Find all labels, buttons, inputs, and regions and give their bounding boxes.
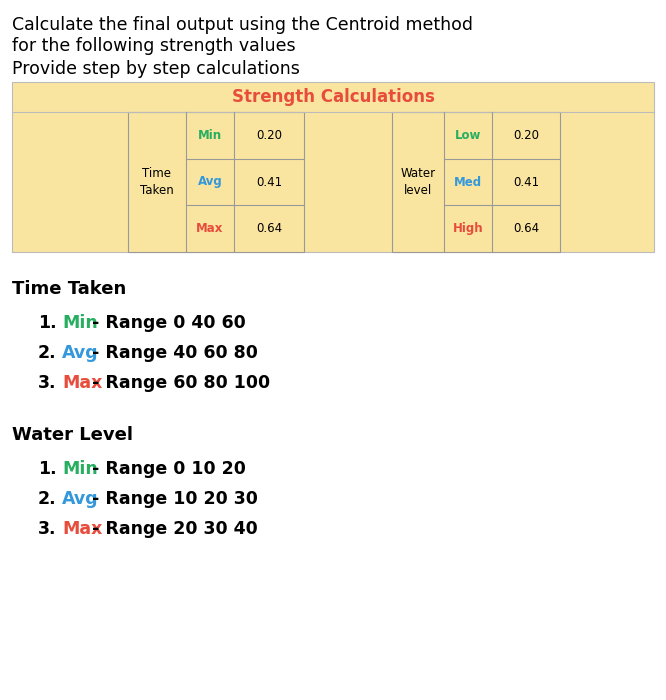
Text: Avg: Avg [62,344,99,362]
Text: 2.: 2. [38,490,57,508]
Text: High: High [453,222,484,235]
Text: Strength Calculations: Strength Calculations [232,88,434,106]
Text: Max: Max [62,520,103,538]
Text: - Range 20 30 40: - Range 20 30 40 [86,520,258,538]
Text: Max: Max [62,374,103,392]
Text: Water Level: Water Level [12,426,133,444]
Text: - Range 0 10 20: - Range 0 10 20 [86,460,246,478]
Text: 0.64: 0.64 [513,222,539,235]
Text: Min: Min [62,460,98,478]
Text: Avg: Avg [198,176,222,188]
Bar [128,112,304,252]
Text: Min: Min [198,129,222,142]
Text: Low: Low [455,129,482,142]
Text: - Range 0 40 60: - Range 0 40 60 [86,314,246,332]
Bar [392,112,560,252]
Text: - Range 40 60 80: - Range 40 60 80 [86,344,258,362]
Bar [12,82,654,252]
Text: 0.20: 0.20 [513,129,539,142]
Text: Time Taken: Time Taken [12,280,127,298]
Text: 0.41: 0.41 [256,176,282,188]
Text: 0.41: 0.41 [513,176,539,188]
Text: 1.: 1. [38,314,57,332]
Text: Min: Min [62,314,98,332]
Text: Provide step by step calculations: Provide step by step calculations [12,60,300,78]
Text: - Range 60 80 100: - Range 60 80 100 [86,374,270,392]
Text: Med: Med [454,176,482,188]
Text: 3.: 3. [38,520,57,538]
Text: Water
level: Water level [400,167,436,197]
Text: 1.: 1. [38,460,57,478]
Text: for the following strength values: for the following strength values [12,37,296,55]
Text: 2.: 2. [38,344,57,362]
Text: Avg: Avg [62,490,99,508]
Text: 3.: 3. [38,374,57,392]
Text: - Range 10 20 30: - Range 10 20 30 [86,490,258,508]
Text: Calculate the final output using the Centroid method: Calculate the final output using the Cen… [12,16,473,34]
Text: Max: Max [196,222,224,235]
Text: 0.20: 0.20 [256,129,282,142]
Text: 0.64: 0.64 [256,222,282,235]
Text: Time
Taken: Time Taken [140,167,174,197]
